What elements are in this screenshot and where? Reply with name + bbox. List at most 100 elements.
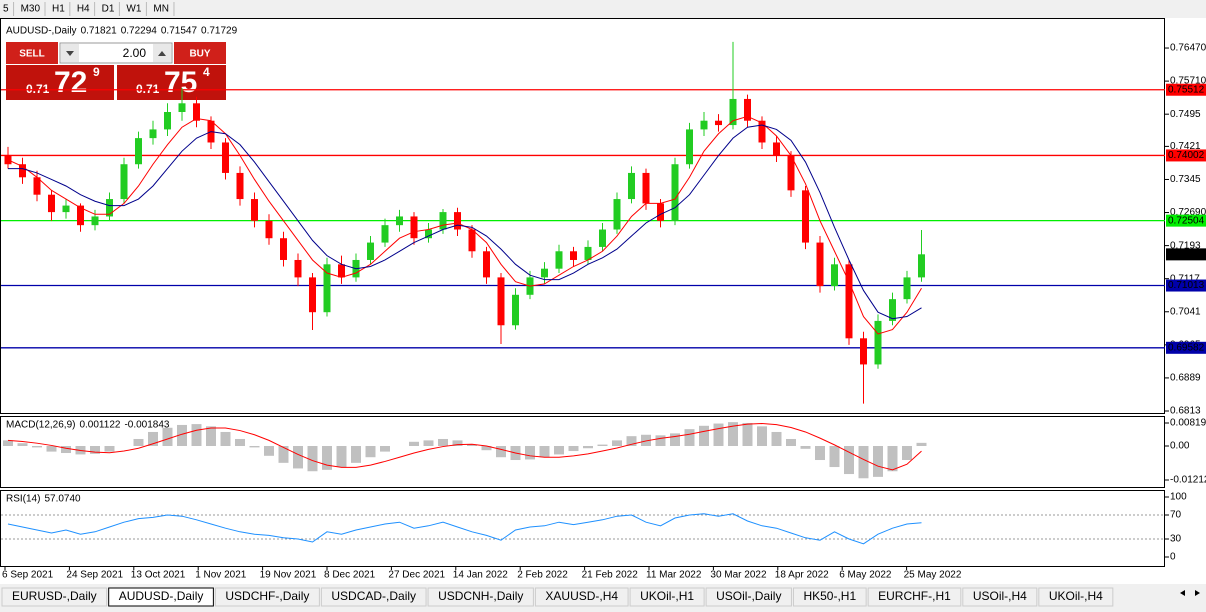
candle-body xyxy=(613,199,621,230)
tab-label[interactable]: XAUUSD-,H4 xyxy=(545,589,618,603)
ask-box[interactable] xyxy=(117,65,226,100)
ma-slow xyxy=(8,124,922,320)
symbol-tab[interactable] xyxy=(792,587,867,607)
macd-bar xyxy=(278,445,289,463)
level-tag xyxy=(1166,83,1206,96)
scroll-right[interactable] xyxy=(1195,590,1200,596)
candle-body xyxy=(77,205,84,226)
candle-body xyxy=(91,216,99,226)
candle-body xyxy=(541,268,548,278)
rsi-line xyxy=(7,513,922,545)
candle-body xyxy=(4,155,12,165)
symbol-tab[interactable] xyxy=(214,587,320,607)
tab-label[interactable]: USDCAD-,Daily xyxy=(331,589,416,603)
macd-bar xyxy=(467,444,477,446)
sell-button[interactable] xyxy=(6,42,58,64)
candle-body xyxy=(439,212,447,230)
y-tick-label: -0.01212 xyxy=(1170,475,1206,486)
tab-label[interactable]: USOil-,Daily xyxy=(716,589,781,603)
tab-label[interactable]: USDCHF-,Daily xyxy=(225,589,309,603)
candle-body xyxy=(178,103,186,113)
candle-body xyxy=(323,264,331,313)
macd-bar xyxy=(307,445,318,472)
tab-label[interactable]: EURCHF-,H1 xyxy=(878,589,951,603)
buy-button[interactable] xyxy=(174,42,226,64)
macd-bar xyxy=(568,445,579,452)
sell-label[interactable]: SELL xyxy=(19,49,45,60)
candle-body xyxy=(106,199,113,217)
timeframe-button[interactable]: H4 xyxy=(77,4,90,15)
y-tick-label: 0.7117 xyxy=(1170,273,1200,284)
candle-body xyxy=(686,129,693,165)
macd-bar xyxy=(771,431,782,446)
symbol-tab[interactable] xyxy=(1,587,108,607)
tab-label[interactable]: HK50-,H1 xyxy=(803,589,856,603)
macd-bar xyxy=(496,445,506,458)
timeframe-button[interactable]: H1 xyxy=(52,4,65,15)
tab-label[interactable]: EURUSD-,Daily xyxy=(12,589,97,603)
symbol-tab[interactable] xyxy=(867,587,962,607)
tab-label[interactable]: AUDUSD-,Daily xyxy=(119,589,204,603)
symbol-tab[interactable] xyxy=(705,587,792,607)
timeframe-button[interactable]: MN xyxy=(153,4,169,15)
candle-body xyxy=(251,199,258,221)
macd-bar xyxy=(90,445,100,454)
macd-bar xyxy=(322,445,332,470)
candle-body xyxy=(454,212,461,230)
timeframe-button[interactable]: M30 xyxy=(21,4,41,15)
timeframe-button[interactable]: 5 xyxy=(3,4,9,15)
symbol-tab[interactable] xyxy=(1038,587,1114,607)
y-tick-label: 0.7495 xyxy=(1170,109,1201,120)
header-value: 0.71821 xyxy=(81,26,118,37)
macd-bar xyxy=(786,438,796,446)
macd-bar xyxy=(844,445,854,475)
x-tick-label: 25 May 2022 xyxy=(904,570,962,581)
header-value: 0.71547 xyxy=(161,26,198,37)
scroll-left[interactable] xyxy=(1180,590,1185,596)
level-label: 0.69582 xyxy=(1168,342,1205,353)
y-tick-label: 0 xyxy=(1170,552,1176,563)
lots-box[interactable] xyxy=(59,42,173,64)
header-value: 0.72294 xyxy=(121,26,158,37)
symbol-tab[interactable] xyxy=(108,587,214,607)
bid-box[interactable] xyxy=(6,65,114,100)
tab-label[interactable]: UKOil-,H4 xyxy=(1049,589,1103,603)
macd-bar xyxy=(365,445,376,458)
tab-label[interactable]: USDCNH-,Daily xyxy=(438,589,523,603)
symbol-tab[interactable] xyxy=(534,587,629,607)
timeframe-button[interactable]: W1 xyxy=(126,4,141,15)
macd-bar xyxy=(423,440,434,446)
tab-label[interactable]: USOil-,H4 xyxy=(973,589,1027,603)
lots-value[interactable]: 2.00 xyxy=(123,46,147,60)
candle-body xyxy=(570,251,577,260)
candle-body xyxy=(744,98,751,121)
buy-label[interactable]: BUY xyxy=(189,49,210,60)
x-tick-label: 18 Apr 2022 xyxy=(775,570,829,581)
macd-bar xyxy=(858,445,869,479)
x-tick-label: 14 Jan 2022 xyxy=(453,570,508,581)
candle-body xyxy=(222,142,229,173)
y-tick-label: 0.7193 xyxy=(1170,240,1201,251)
candle-body xyxy=(787,155,795,191)
macd-bar xyxy=(409,441,419,446)
ma-fast xyxy=(7,115,922,335)
timeframe-button[interactable]: D1 xyxy=(102,4,115,15)
candle-body xyxy=(845,264,853,339)
symbol-tab[interactable] xyxy=(427,587,534,607)
symbol-tab[interactable] xyxy=(320,587,427,607)
y-tick-label: 0.00 xyxy=(1170,441,1190,452)
candle-body xyxy=(294,259,302,278)
candle-body xyxy=(236,172,244,200)
symbol-tab[interactable] xyxy=(629,587,705,607)
tab-label[interactable]: UKOil-,H1 xyxy=(640,589,694,603)
x-tick-label: 8 Dec 2021 xyxy=(324,570,376,581)
toolbar xyxy=(0,0,1206,18)
symbol-tab[interactable] xyxy=(962,587,1038,607)
level-label: 0.75512 xyxy=(1168,84,1205,95)
arrow-up xyxy=(158,51,166,56)
level-tag xyxy=(1166,214,1206,227)
candle-body xyxy=(62,205,70,213)
candle-body xyxy=(48,194,55,213)
macd-bar xyxy=(133,438,144,446)
